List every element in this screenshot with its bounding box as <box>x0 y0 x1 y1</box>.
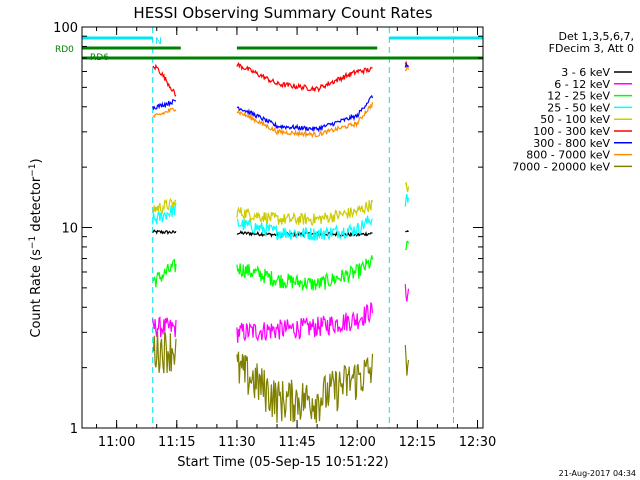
series-line-2 <box>152 240 410 291</box>
x-tick-label: 12:30 <box>459 435 496 450</box>
x-tick-label: 11:45 <box>278 435 315 450</box>
flag-label-n: N <box>155 37 162 47</box>
legend-label: 7000 - 20000 keV <box>512 160 610 173</box>
y-tick-label: 10 <box>61 222 78 237</box>
legend-label: 100 - 300 keV <box>533 125 610 138</box>
series-line-5 <box>152 60 409 97</box>
y-tick-label: 1 <box>70 422 78 437</box>
legend-label: 3 - 6 keV <box>561 66 610 79</box>
legend-header-1: Det 1,3,5,6,7, <box>558 30 634 43</box>
x-axis-label: Start Time (05-Sep-15 10:51:22) <box>177 455 388 470</box>
legend-label: 50 - 100 keV <box>540 113 610 126</box>
legend-label: 800 - 7000 keV <box>526 149 610 162</box>
series-line-6 <box>152 62 409 133</box>
legend-label: 12 - 25 keV <box>547 90 610 103</box>
series-line-3 <box>152 193 410 241</box>
x-tick-label: 11:00 <box>98 435 135 450</box>
legend-label: 6 - 12 keV <box>554 78 610 91</box>
svg-text:Count Rate (s−1 detector−1): Count Rate (s−1 detector−1) <box>28 158 44 337</box>
x-tick-label: 11:15 <box>158 435 195 450</box>
legend-label: 25 - 50 keV <box>547 101 610 114</box>
y-tick-label: 100 <box>53 21 78 36</box>
series-line-7 <box>152 66 410 139</box>
x-tick-label: 12:15 <box>399 435 436 450</box>
series-line-1 <box>152 284 410 343</box>
x-tick-label: 11:30 <box>218 435 255 450</box>
footer-date: 21-Aug-2017 04:34 <box>559 469 636 478</box>
series-line-4 <box>152 181 410 227</box>
series-line-8 <box>152 330 410 424</box>
y-axis-label: Count Rate (s−1 detector−1) <box>28 158 44 337</box>
chart-title: HESSI Observing Summary Count Rates <box>133 4 432 22</box>
legend-label: 300 - 800 keV <box>533 137 610 150</box>
flag-label-rd0: RD0 <box>55 45 74 55</box>
legend-header-2: FDecim 3, Att 0 <box>549 42 634 55</box>
x-tick-label: 12:00 <box>338 435 375 450</box>
